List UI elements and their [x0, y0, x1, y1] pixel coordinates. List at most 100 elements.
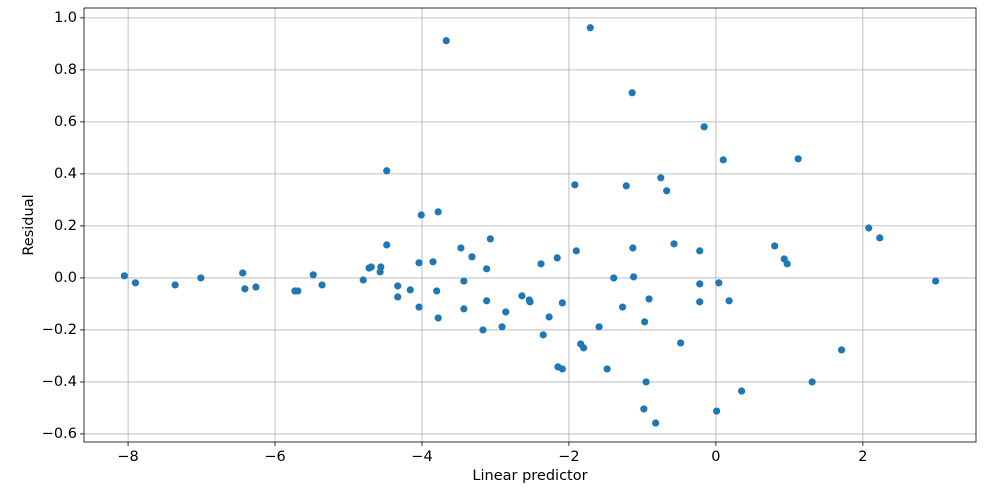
point	[433, 287, 441, 295]
point	[429, 258, 437, 266]
point	[865, 224, 873, 232]
point	[406, 286, 414, 294]
point	[630, 273, 638, 281]
point	[622, 182, 630, 190]
point	[558, 365, 566, 373]
point	[794, 155, 802, 163]
point	[537, 260, 545, 268]
y-tick-label: 0.4	[54, 166, 77, 182]
x-tick-label: −4	[411, 449, 432, 465]
point	[383, 167, 391, 175]
point	[738, 387, 746, 395]
x-tick-label: −8	[117, 449, 138, 465]
point	[483, 265, 491, 273]
point	[641, 318, 649, 326]
point	[610, 274, 618, 282]
point	[837, 346, 846, 354]
point	[657, 174, 665, 182]
plot-area	[84, 8, 976, 442]
x-tick-label: −2	[558, 449, 579, 465]
x-axis-label: Linear predictor	[472, 468, 587, 484]
point	[239, 269, 247, 277]
point	[241, 285, 249, 293]
point	[771, 242, 779, 250]
point	[486, 235, 494, 243]
point	[442, 37, 450, 45]
point	[670, 240, 678, 248]
point	[377, 263, 385, 271]
point	[539, 331, 547, 339]
point	[642, 378, 650, 386]
point	[518, 292, 526, 300]
point	[783, 260, 791, 268]
x-tick-label: −6	[264, 449, 285, 465]
point	[652, 419, 660, 427]
y-tick-label: −0.6	[42, 426, 77, 442]
point	[252, 283, 260, 291]
point	[595, 323, 603, 331]
point	[715, 279, 723, 287]
y-tick-label: 0.6	[54, 114, 77, 130]
point	[719, 156, 727, 164]
y-tick-label: 0.8	[54, 62, 77, 78]
point	[171, 281, 179, 289]
point	[417, 211, 425, 219]
point	[603, 365, 611, 373]
point	[586, 24, 594, 32]
point	[498, 323, 506, 331]
point	[725, 297, 733, 305]
point	[713, 407, 721, 415]
point	[696, 247, 704, 255]
point	[483, 297, 491, 305]
point	[572, 247, 580, 255]
point	[394, 293, 402, 301]
point	[696, 280, 704, 288]
x-tick-label: 2	[858, 449, 867, 465]
point	[434, 314, 442, 322]
point	[434, 208, 442, 216]
point	[645, 295, 653, 303]
point	[120, 272, 129, 280]
x-tick-label: 0	[711, 449, 720, 465]
y-tick-label: 0.0	[54, 270, 77, 286]
point	[367, 263, 375, 271]
point	[415, 303, 423, 311]
point	[640, 405, 648, 413]
point	[808, 378, 816, 386]
point	[502, 308, 510, 316]
point	[131, 279, 140, 287]
point	[359, 276, 367, 284]
point	[677, 339, 685, 347]
point	[663, 187, 671, 195]
point	[618, 303, 627, 311]
point	[479, 326, 487, 334]
point	[558, 299, 566, 307]
point	[294, 287, 302, 295]
point	[460, 277, 468, 285]
point	[629, 244, 637, 252]
point	[468, 253, 476, 261]
y-axis-label: Residual	[21, 194, 37, 255]
point	[309, 271, 317, 279]
point	[580, 344, 588, 352]
point	[526, 298, 534, 306]
y-tick-label: −0.4	[42, 374, 77, 390]
point	[383, 241, 391, 249]
point	[394, 282, 402, 290]
y-tick-label: 1.0	[54, 10, 77, 26]
y-tick-label: −0.2	[42, 322, 77, 338]
point	[696, 298, 704, 306]
point	[628, 89, 636, 97]
point	[876, 234, 884, 242]
point	[700, 123, 708, 131]
point	[197, 274, 205, 282]
point	[571, 181, 579, 189]
point	[318, 281, 326, 289]
point	[553, 254, 561, 262]
point	[931, 277, 940, 285]
axes-frame	[83, 7, 977, 443]
y-tick-label: 0.2	[54, 218, 77, 234]
point	[415, 259, 423, 267]
